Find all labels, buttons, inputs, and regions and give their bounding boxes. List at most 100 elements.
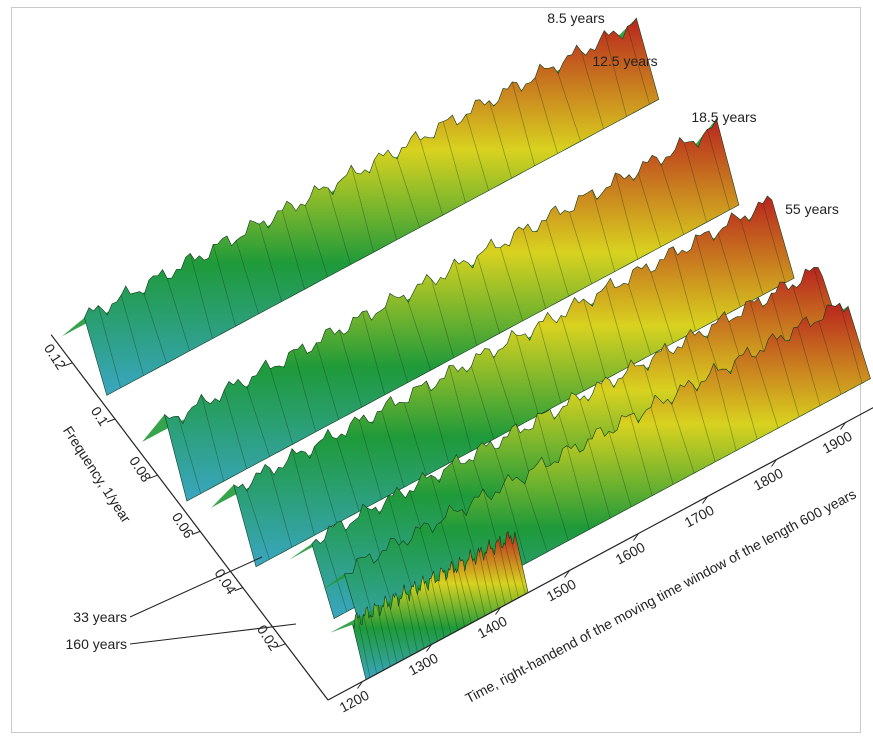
frequency-axis-line: [50, 334, 329, 701]
ridge-shading: [637, 173, 662, 248]
ridge-shading: [338, 329, 363, 408]
ridge-shading: [515, 334, 539, 416]
ridge-shading: [361, 311, 386, 396]
ridge-shading: [465, 114, 489, 191]
frequency-tick-mark: [277, 643, 286, 648]
time-tick-mark: [840, 422, 846, 430]
ridge-period-label: 160 years: [66, 636, 127, 652]
ridge-shading: [369, 615, 384, 671]
time-tick-label: 1600: [613, 539, 648, 568]
ridge-shading: [493, 357, 517, 428]
ridge-shading: [629, 414, 653, 496]
ridge-shading: [713, 363, 737, 451]
ridge-shading: [396, 597, 411, 656]
ridge-shading: [269, 467, 293, 548]
ridge-shading: [503, 482, 527, 564]
time-tick-mark: [357, 681, 363, 689]
ridge-shading: [246, 490, 270, 560]
ridge-shading: [423, 583, 438, 642]
ridge-shading: [235, 240, 259, 315]
ridge-shading: [695, 234, 719, 320]
ridge-shading: [491, 547, 506, 606]
ridge-shading: [417, 594, 432, 646]
frequency-tick-label: 0.04: [211, 566, 239, 598]
ridge-shading: [223, 389, 248, 470]
ridge-shading: [818, 320, 842, 395]
ridge-shading: [734, 360, 758, 440]
ridge-shading: [269, 368, 294, 445]
ridge-shading: [717, 233, 741, 308]
ridge-shading: [457, 568, 472, 624]
ridge-shading: [444, 570, 459, 631]
ridge-shading: [755, 356, 779, 429]
ridge-shading: [336, 438, 360, 512]
ridge-shading: [740, 219, 764, 296]
ridge-shading: [626, 26, 650, 105]
ridge-shading: [614, 172, 639, 260]
ridge-shading: [504, 544, 519, 598]
ridge-shading: [628, 284, 652, 356]
ridge-shading: [498, 540, 513, 602]
ridge-front-slope: [163, 117, 740, 502]
ridge-shading: [453, 258, 478, 346]
surface-layer: [62, 17, 871, 681]
ridge-shading: [390, 609, 405, 660]
ridge-shading: [545, 466, 569, 541]
ridge-shading: [381, 410, 405, 488]
ridge-shading: [246, 388, 271, 457]
ridge-shading: [314, 446, 338, 524]
ridge-shading: [324, 539, 348, 612]
ridge-shading: [839, 303, 863, 384]
ridge-shading: [538, 321, 562, 404]
ridge-shading: [97, 305, 121, 389]
ridge-shading: [143, 294, 167, 364]
ridge-shading: [373, 159, 397, 241]
ridge-shading: [396, 158, 420, 228]
ridge-shading: [177, 416, 202, 494]
ridge-shading: [608, 431, 632, 508]
ridge-shading: [591, 189, 616, 272]
ridge-shading: [583, 298, 607, 380]
ridge-shading: [560, 315, 584, 392]
ridge-shading: [488, 100, 512, 179]
ridge-shading: [327, 187, 351, 265]
ridge-shading: [426, 380, 450, 464]
time-tick-mark: [564, 570, 570, 578]
frequency-axis-title: Frequency, 1/year: [60, 423, 134, 526]
ridge-shading: [484, 552, 499, 609]
ridge-shading: [315, 342, 340, 420]
ridge-shading: [692, 384, 716, 463]
ridge-shading: [448, 365, 472, 452]
ridge-shading: [437, 579, 452, 635]
ridge-front-slope: [84, 17, 660, 396]
ridge-shading: [410, 590, 425, 649]
time-tick-label: 1700: [682, 502, 717, 531]
frequency-tick-mark: [234, 587, 243, 592]
ridge-shading: [120, 294, 144, 376]
ridge-shading: [189, 253, 213, 339]
ridge-shading: [430, 578, 445, 638]
ridge-shading: [797, 326, 821, 406]
ridge-shading: [442, 121, 466, 204]
ridge-shading: [660, 165, 685, 235]
ridge-shading: [358, 420, 382, 500]
frequency-tick-mark: [192, 530, 201, 535]
ridge-front-slope: [233, 195, 795, 568]
time-tick-mark: [426, 644, 432, 652]
ridge-shading: [534, 77, 558, 154]
ridge-shading: [672, 246, 696, 332]
ridge-shading: [706, 129, 731, 211]
ridge-shading: [292, 349, 317, 433]
ridge-shading: [258, 224, 282, 302]
frequency-tick-mark: [149, 474, 158, 479]
ridge-shading: [522, 229, 547, 309]
ridge-shading: [363, 614, 378, 674]
ridge-shading: [650, 271, 674, 344]
ridge-shading: [566, 445, 590, 530]
ridge-period-label: 12.5 years: [592, 53, 657, 69]
ridge-shading: [304, 205, 328, 278]
time-tick-mark: [771, 459, 777, 467]
frequency-tick-label: 0.06: [169, 509, 197, 541]
frequency-tick-label: 0.08: [126, 453, 154, 485]
